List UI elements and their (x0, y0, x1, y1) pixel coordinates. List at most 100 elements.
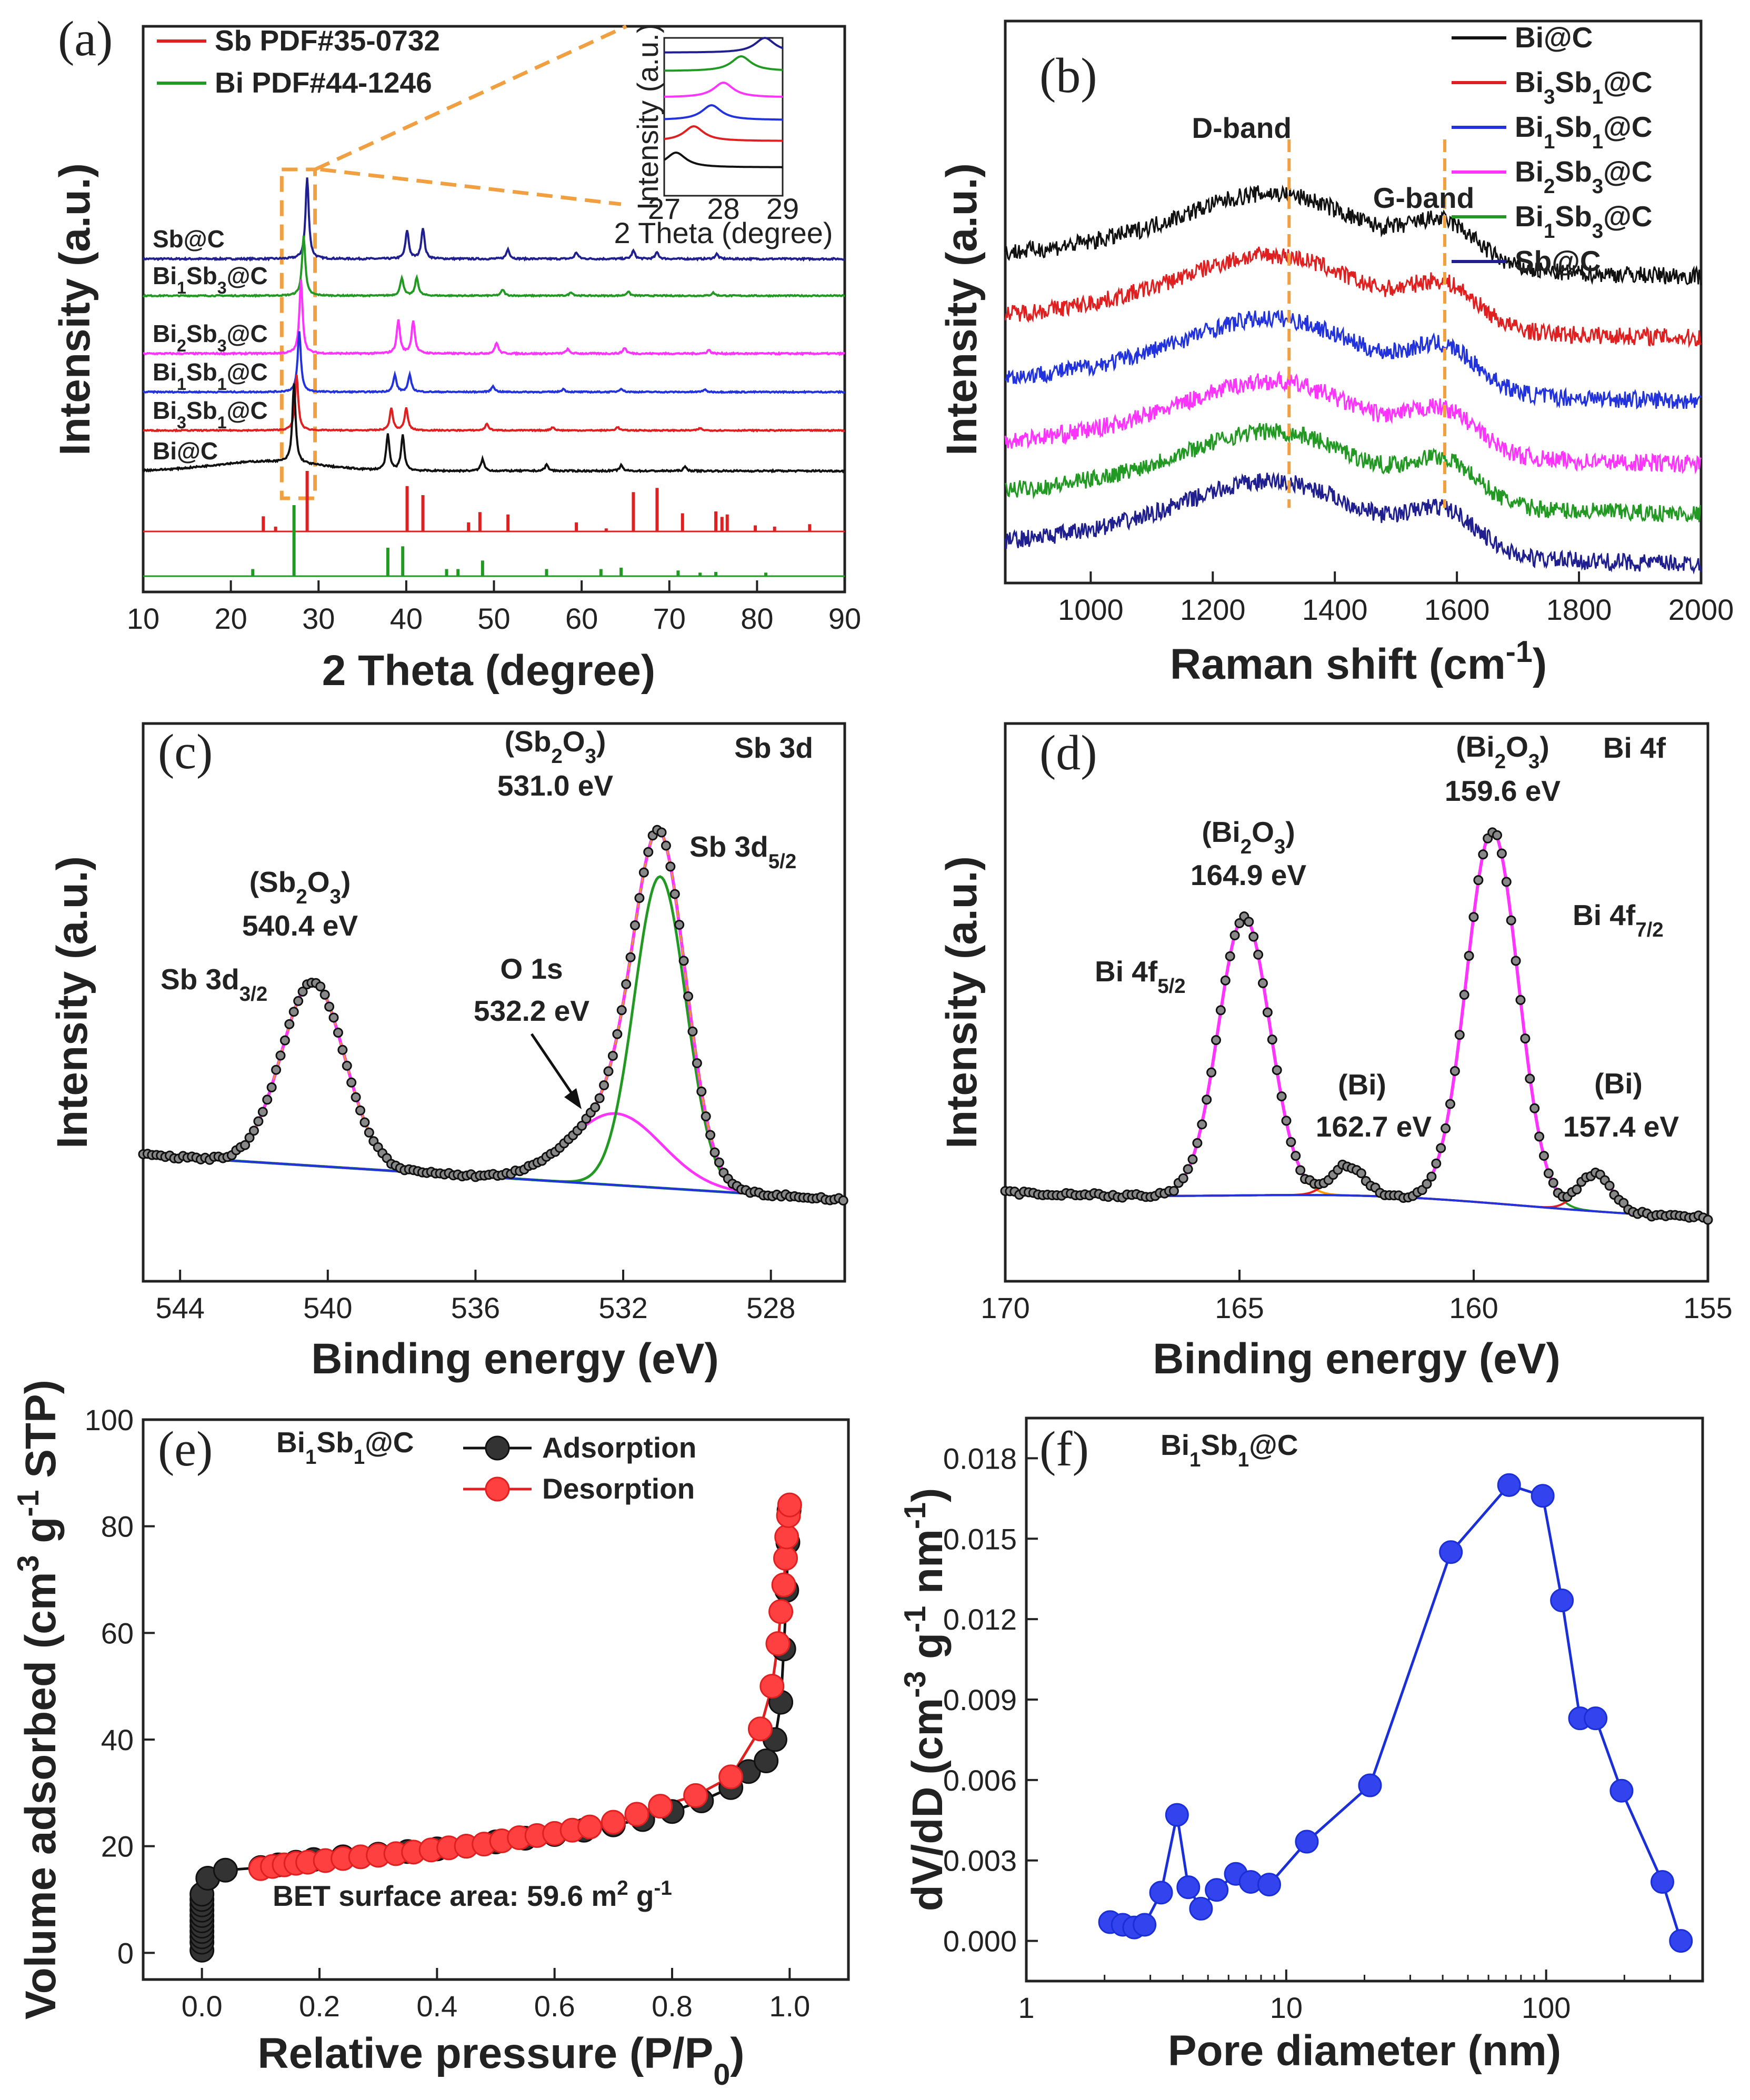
panel-label: (a) (58, 12, 113, 66)
species-label-part: O (1252, 816, 1274, 848)
x-tick-label: 0.6 (534, 1990, 575, 2023)
data-point (1531, 1484, 1555, 1508)
y-tick-label: 0.009 (943, 1683, 1017, 1716)
panel-label: (c) (158, 725, 213, 779)
data-point (754, 1749, 779, 1774)
data-point (315, 981, 326, 992)
peak-value-label: 162.7 eV (1316, 1110, 1432, 1143)
species-label-part: 3 (330, 886, 341, 908)
peak-value-label: 164.9 eV (1191, 859, 1307, 891)
peak-assignment-part: 3/2 (239, 983, 268, 1006)
data-point (777, 1492, 802, 1518)
y-axis-label: Volume adsorbed (cm3 g-1 STP) (12, 1380, 65, 2019)
raman-spectrum (1004, 471, 1702, 575)
raman-spectrum (1004, 370, 1702, 475)
sample-label-part: 1 (177, 375, 186, 394)
legend-label-part: Bi (1515, 110, 1544, 143)
data-point (1651, 1870, 1675, 1894)
data-point (709, 1147, 720, 1158)
sample-label-part: 2 (177, 336, 186, 355)
data-point (1459, 990, 1469, 1000)
fit-component (1005, 829, 1708, 1219)
data-point (1539, 1151, 1549, 1161)
data-point (1550, 1588, 1574, 1612)
sample-label-part: 1 (217, 413, 227, 432)
legend-label-part: Bi (1515, 155, 1544, 188)
x-tick-label: 0.8 (652, 1990, 693, 2023)
x-axis-label-part: 0 (713, 2058, 730, 2092)
xrd-pattern (143, 279, 845, 357)
legend-label-part: Bi@C (1515, 21, 1593, 54)
peak-value-label: 531.0 eV (497, 769, 614, 802)
sample-label-part: Bi (153, 358, 177, 386)
legend-label: Bi2Sb3@C (1515, 155, 1652, 198)
legend-label-part: Sb@C (1515, 245, 1601, 277)
data-point (1234, 918, 1245, 929)
data-point (271, 1064, 282, 1075)
data-point (692, 1058, 702, 1068)
x-axis-label: Raman shift (cm-1) (1170, 635, 1547, 688)
inset-tick-label: 28 (707, 192, 739, 225)
data-point (351, 1092, 361, 1102)
x-axis-label: Binding energy (eV) (1153, 1335, 1561, 1383)
xrd-pattern (142, 177, 846, 262)
band-label: D-band (1192, 112, 1292, 144)
x-tick-label: 544 (155, 1291, 204, 1324)
inset-tick-label: 29 (766, 192, 799, 225)
sample-label: Sb@C (153, 225, 225, 253)
legend-label-part: @C (1603, 66, 1652, 98)
x-tick-label: 10 (127, 602, 159, 635)
data-point (1454, 1030, 1465, 1040)
data-point (279, 1035, 290, 1046)
y-axis-label: Intensity (a.u.) (51, 163, 99, 456)
data-point (359, 1117, 370, 1128)
y-tick-label: 0 (117, 1936, 134, 1970)
peak-assignment: O 1s (500, 952, 563, 985)
fit-envelope (1005, 829, 1708, 1220)
data-point (1205, 1878, 1229, 1902)
x-tick-label: 536 (451, 1291, 500, 1324)
data-point (774, 1524, 799, 1550)
data-point (1449, 1066, 1460, 1076)
species-label-part: (Sb (249, 866, 296, 898)
y-axis-label-part: nm (904, 1529, 952, 1606)
annotation-text: BET surface area: 59.6 m2 g-1 (273, 1877, 672, 1913)
species-label-part: 3 (1528, 750, 1539, 773)
legend-label-part: 1 (1592, 130, 1603, 153)
x-axis-label: Relative pressure (P/P0) (257, 2029, 744, 2092)
x-tick-label: 0.0 (182, 1990, 223, 2023)
zoom-line (314, 24, 627, 172)
data-point (705, 1130, 716, 1140)
inset-pattern (664, 125, 783, 142)
data-point (1286, 1137, 1296, 1147)
y-axis-label-part: -1 (12, 1490, 45, 1517)
data-point (590, 1102, 601, 1112)
data-point (1431, 1158, 1442, 1169)
data-point (1189, 1896, 1213, 1921)
species-label-part: 3 (585, 745, 596, 768)
data-point (601, 1810, 626, 1835)
sample-label-part: @C (227, 358, 268, 386)
legend-label: Bi3Sb1@C (1515, 66, 1652, 108)
data-point (1445, 1099, 1455, 1109)
y-tick-label: 0.003 (943, 1844, 1017, 1877)
y-axis-label-part: g (904, 1633, 952, 1671)
x-tick-label: 30 (302, 602, 335, 635)
legend-label-part: 2 (1544, 175, 1555, 198)
data-point (576, 1120, 587, 1131)
y-tick-label: 100 (85, 1403, 134, 1436)
panel-c: 544 540 536 532 528 Binding energy (eV) Intens… (48, 722, 848, 1383)
species-label: (Bi) (1594, 1067, 1643, 1100)
data-point (1183, 1164, 1193, 1174)
legend-label-part: Sb (1555, 200, 1592, 233)
data-point (1197, 1119, 1207, 1130)
legend-label-part: Sb (1555, 66, 1592, 98)
y-tick-label: 40 (101, 1723, 134, 1756)
data-point (297, 987, 308, 997)
peak-value-label: 159.6 eV (1445, 775, 1561, 807)
x-tick-label: 20 (214, 602, 247, 635)
y-axis-label-part: Volume adsorbed (cm (17, 1572, 65, 2019)
x-tick-label: 1.0 (769, 1990, 810, 2023)
